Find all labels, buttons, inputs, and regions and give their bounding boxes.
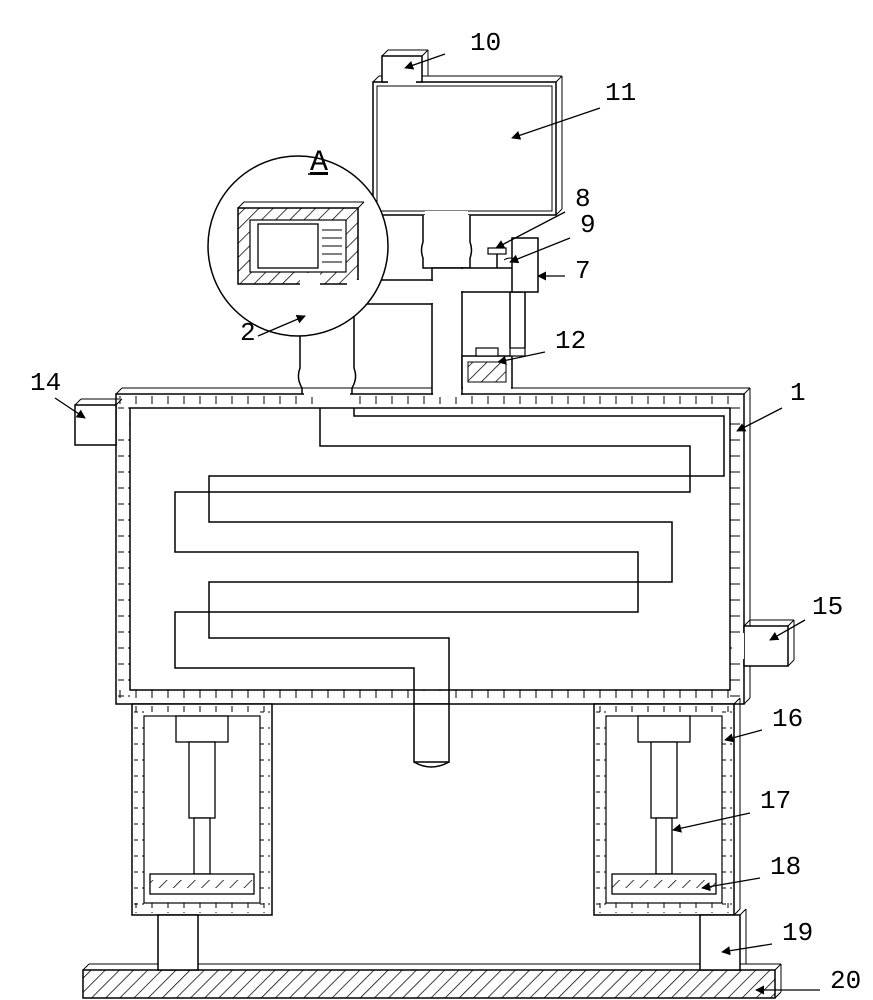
- label-n16: 16: [772, 704, 803, 734]
- main-vessel: [116, 388, 750, 704]
- label-n7: 7: [575, 256, 591, 286]
- label-n19: 19: [782, 918, 813, 948]
- label-n9: 9: [580, 210, 596, 240]
- neck-below-11: [422, 211, 472, 268]
- label-n12: 12: [555, 326, 586, 356]
- label-n20: 20: [830, 966, 861, 996]
- legs: [158, 909, 746, 970]
- label-n15: 15: [812, 592, 843, 622]
- label-n10: 10: [470, 28, 501, 58]
- label-n18: 18: [770, 852, 801, 882]
- label-nA: A: [310, 146, 328, 180]
- label-n11: 11: [605, 78, 636, 108]
- label-n2: 2: [240, 318, 256, 348]
- upper-box-11: [373, 76, 562, 215]
- label-n17: 17: [760, 786, 791, 816]
- diagram-canvas: 1011A897212141151617181920: [0, 0, 873, 1000]
- block-12: [462, 348, 512, 391]
- top-stub-10: [382, 50, 428, 84]
- detail-circle-A: [208, 156, 388, 336]
- label-n1: 1: [790, 378, 806, 408]
- label-n14: 14: [30, 368, 61, 398]
